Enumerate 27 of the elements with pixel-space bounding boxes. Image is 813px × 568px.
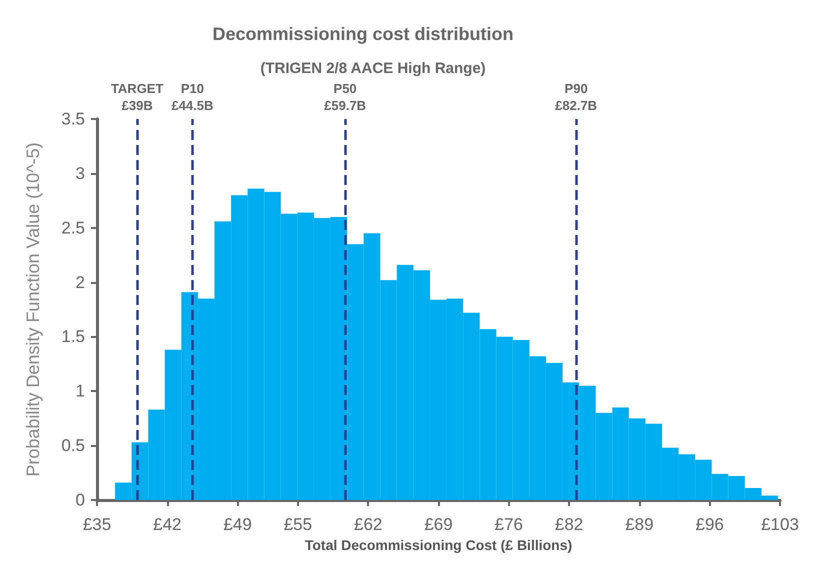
x-tick-label: £62 bbox=[354, 515, 382, 534]
x-tick-label: £82 bbox=[554, 515, 584, 534]
x-tick-label: £42 bbox=[153, 515, 182, 534]
y-tick-label: 2 bbox=[76, 272, 85, 292]
y-tick-label: 3 bbox=[76, 164, 85, 183]
y-tick-label: 1.5 bbox=[61, 327, 85, 346]
x-tick-label: £49 bbox=[223, 515, 252, 534]
ref-line-label: TARGET £39B bbox=[110, 81, 164, 113]
x-tick-label: £69 bbox=[424, 515, 453, 534]
y-tick-label: 3.5 bbox=[61, 110, 85, 128]
ref-line-label: P10 £44.5B bbox=[171, 81, 214, 113]
chart-subtitle: (TRIGEN 2/8 AACE High Range) bbox=[260, 60, 486, 77]
x-tick-label: £35 bbox=[82, 515, 112, 534]
ref-line-label: P90 £82.7B bbox=[555, 81, 598, 113]
y-tick-label: 2.5 bbox=[61, 218, 85, 238]
x-tick-label: £76 bbox=[494, 515, 523, 534]
y-tick-label: 0 bbox=[76, 490, 85, 510]
ref-line-label: P50 £59.7B bbox=[324, 81, 366, 113]
x-tick-label: £55 bbox=[284, 515, 312, 534]
x-tick-label: £103 bbox=[761, 515, 799, 534]
x-tick-label: £89 bbox=[625, 515, 654, 534]
y-axis-title: Probability Density Function Value (10^-5) bbox=[23, 142, 43, 477]
y-tick-label: 0.5 bbox=[61, 436, 85, 456]
y-tick-label: 1 bbox=[76, 382, 85, 401]
chart-title: Decommissioning cost distribution bbox=[212, 24, 514, 44]
x-axis-title: Total Decommissioning Cost (£ Billions) bbox=[304, 537, 572, 553]
x-tick-label: £96 bbox=[696, 515, 724, 534]
